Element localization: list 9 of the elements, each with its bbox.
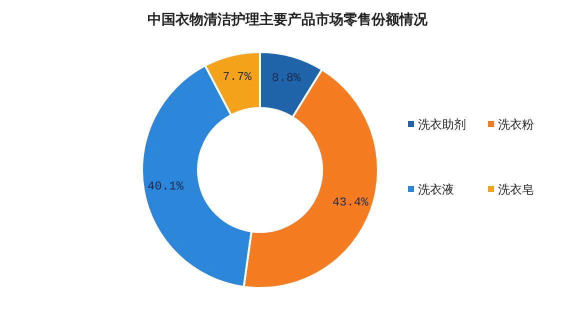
legend-label: 洗衣助剂 [418,117,466,132]
legend-label: 洗衣皂 [498,182,534,196]
data-label: 43.4% [332,196,370,210]
chart-title: 中国衣物清洁护理主要产品市场零售份额情况 [148,11,428,28]
data-label: 8.8% [272,70,302,85]
legend-label: 洗衣液 [418,182,454,196]
legend-label: 洗衣粉 [498,117,534,132]
data-label: 40.1% [147,180,184,194]
data-label: 7.7% [222,70,252,84]
